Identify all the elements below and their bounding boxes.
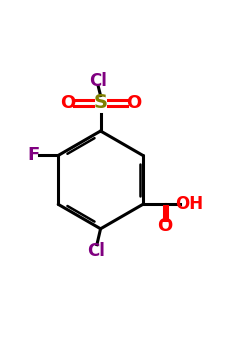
Text: F: F [28, 146, 40, 164]
Text: Cl: Cl [87, 242, 104, 260]
Text: OH: OH [175, 195, 204, 214]
Text: S: S [94, 93, 108, 112]
Text: O: O [60, 94, 75, 112]
Text: Cl: Cl [89, 72, 107, 90]
Text: O: O [126, 94, 141, 112]
Text: O: O [157, 217, 172, 235]
